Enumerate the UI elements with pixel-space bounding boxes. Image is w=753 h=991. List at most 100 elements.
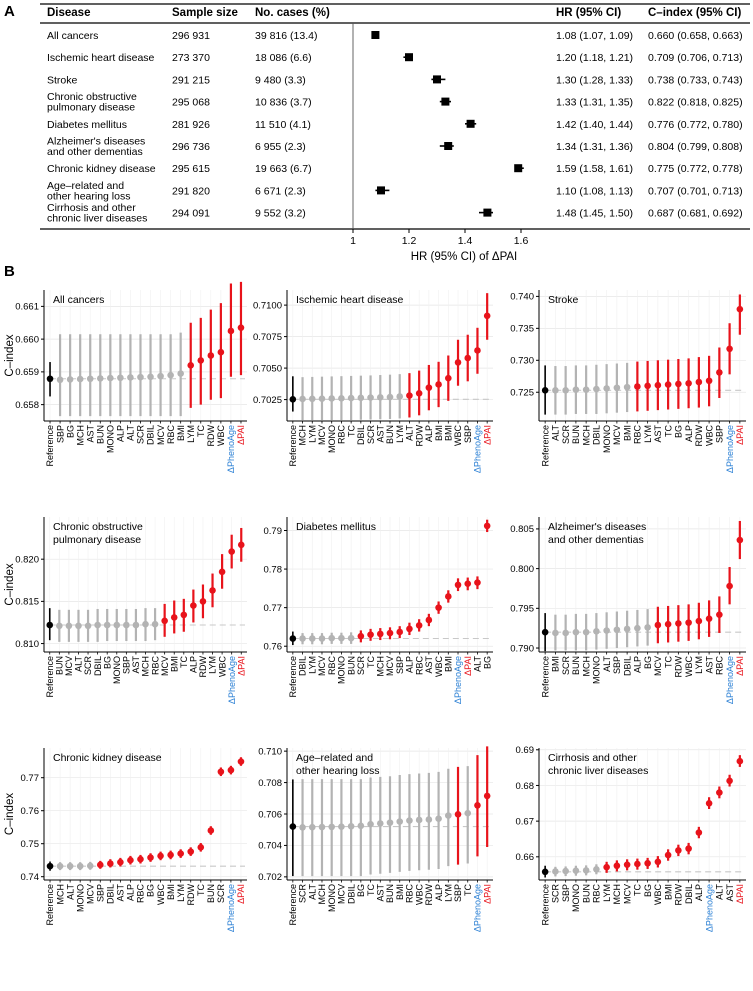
x-tick-label: AST (131, 656, 141, 674)
y-tick-label: 0.820 (15, 554, 39, 565)
estimate-point (654, 381, 662, 389)
x-tick-label: BG (643, 884, 653, 897)
x-tick-label: BUN (581, 884, 591, 903)
cindex-text: 0.660 (0.658, 0.663) (648, 30, 743, 42)
cindex-text: 0.776 (0.772, 0.780) (648, 119, 743, 131)
table-row: Ischemic heart disease 273 370 18 086 (6.6… (47, 52, 743, 64)
x-tick-label: DBIL (93, 656, 103, 676)
x-tick-label: ALT (602, 656, 612, 672)
hazard-ratio-text: 1.42 (1.40, 1.44) (556, 119, 633, 131)
x-tick-label: DBIL (346, 884, 356, 904)
x-tick-label: TC (633, 884, 643, 896)
hr-point (514, 164, 523, 173)
x-tick-label: BMI (434, 425, 444, 441)
plot-area (539, 517, 746, 652)
cindex-panel: 0.702 0.704 0.706 0.708 0.710 Age–related and… (258, 746, 493, 932)
y-tick-label: 0.67 (516, 816, 535, 827)
hazard-ratio-text: 1.34 (1.31, 1.36) (556, 141, 633, 153)
x-tick-label: ALT (551, 425, 561, 441)
case-count: 19 663 (6.7) (255, 163, 312, 175)
estimate-point (541, 868, 549, 876)
hazard-ratio-text: 1.20 (1.18, 1.21) (556, 52, 633, 64)
x-tick-label: MCH (581, 656, 591, 677)
x-tick-label: Reference (540, 884, 550, 926)
estimate-point (65, 622, 73, 630)
estimate-point (425, 616, 433, 624)
x-tick-label: MCH (581, 425, 591, 446)
estimate-point (132, 621, 140, 629)
panel-title: Alzheimer's diseases (548, 521, 646, 533)
x-tick-label: MCH (141, 656, 151, 677)
x-tick-label: SBP (395, 656, 405, 674)
cindex-panel: 0.658 0.659 0.660 0.661 C–index All cancers Re… (4, 281, 247, 473)
estimate-point (289, 823, 297, 830)
estimate-point (695, 378, 703, 386)
x-tick-label: ΔPAI (482, 425, 492, 445)
x-tick-label: ALT (473, 656, 483, 672)
x-tick-label: ALP (424, 425, 434, 442)
x-tick-label: MCH (55, 884, 65, 905)
estimate-point (675, 620, 682, 627)
y-tick-label: 0.69 (516, 745, 535, 756)
x-tick-label: SCR (298, 884, 308, 904)
estimate-point (347, 634, 355, 642)
x-tick-label: Reference (540, 656, 550, 698)
y-tick-label: 0.810 (15, 639, 39, 650)
x-tick-label: ALT (65, 884, 75, 900)
estimate-point (357, 822, 365, 830)
estimate-point (593, 628, 600, 635)
x-tick-label: WBC (156, 884, 166, 905)
estimate-point (726, 582, 733, 590)
estimate-point (151, 620, 159, 628)
estimate-point (654, 858, 662, 866)
estimate-point (445, 374, 452, 382)
estimate-point (435, 815, 442, 823)
plot-area (539, 290, 746, 421)
x-tick-label: ALT (74, 656, 84, 672)
cindex-text: 0.804 (0.799, 0.808) (648, 141, 743, 153)
x-tick-label: BMI (663, 884, 673, 900)
x-tick-label: RDW (424, 884, 434, 906)
y-tick-label: 0.78 (264, 564, 283, 575)
x-tick-label: MCV (317, 425, 327, 445)
estimate-point (386, 819, 394, 826)
estimate-point (228, 548, 235, 555)
panel-title: Ischemic heart disease (296, 294, 404, 306)
estimate-point (113, 621, 121, 629)
panel-label-b: B (4, 263, 15, 280)
estimate-point (425, 384, 433, 391)
x-tick-label: SCR (561, 656, 571, 676)
x-tick-label: BUN (206, 884, 216, 903)
estimate-point (552, 387, 559, 394)
x-tick-label: MCV (612, 425, 622, 445)
disease-name: Ischemic heart disease (47, 52, 155, 64)
estimate-point (644, 859, 651, 867)
estimate-point (218, 568, 226, 576)
panel-title: Chronic obstructive (53, 521, 143, 533)
estimate-point (664, 620, 672, 628)
estimate-point (454, 581, 462, 589)
x-tick-label: DBIL (298, 656, 308, 676)
x-tick-label: TC (463, 884, 473, 896)
estimate-point (308, 823, 316, 831)
y-tick-label: 0.76 (21, 806, 40, 817)
column-header-disease: Disease (47, 7, 90, 19)
estimate-point (56, 622, 63, 630)
hr-point (371, 31, 380, 39)
estimate-point (357, 394, 365, 402)
estimate-point (675, 380, 682, 388)
y-tick-label: 0.7050 (253, 363, 282, 374)
y-tick-label: 0.68 (516, 781, 535, 792)
cindex-panel: 0.66 0.67 0.68 0.69 Cirrhosis and otherchron… (516, 745, 746, 932)
plot-area (539, 748, 746, 880)
x-tick-label: SCR (136, 425, 146, 445)
estimate-point (623, 625, 631, 633)
y-tick-label: 0.735 (510, 324, 534, 335)
plot-area (44, 748, 247, 880)
estimate-point (406, 625, 413, 633)
estimate-point (603, 627, 610, 634)
estimate-point (66, 862, 74, 870)
panel-title: chronic liver diseases (548, 765, 648, 777)
